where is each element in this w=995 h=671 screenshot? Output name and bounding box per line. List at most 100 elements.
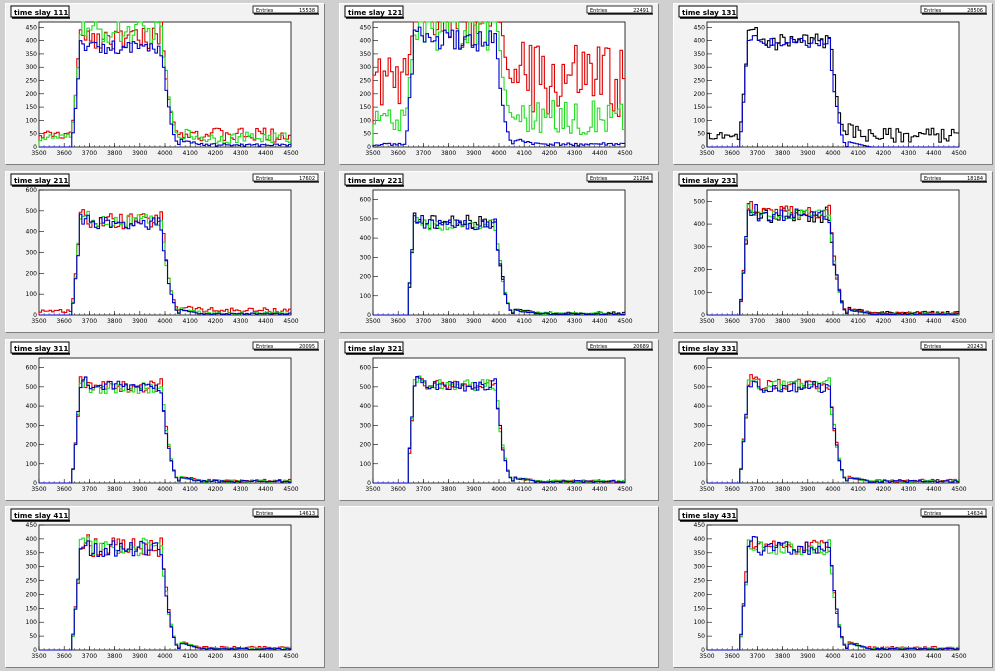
x-tick-label: 4500 [951,653,966,660]
x-tick-label: 3900 [132,486,147,493]
stats-entries: 28506 [967,8,983,14]
x-tick-label: 3600 [725,150,740,157]
x-tick-label: 4300 [567,318,582,325]
x-tick-label: 3900 [132,150,147,157]
x-tick-label: 4400 [592,486,607,493]
stats-entries: 20689 [633,344,649,350]
x-tick-label: 4100 [183,150,198,157]
x-tick-label: 3500 [31,318,46,325]
y-tick-label: 600 [360,365,372,372]
x-tick-label: 4200 [876,150,891,157]
y-tick-label: 400 [26,403,38,410]
stats-box [252,508,319,517]
x-tick-label: 3500 [31,653,46,660]
stats-box [252,341,319,350]
y-tick-label: 100 [694,619,706,626]
y-tick-label: 400 [694,536,706,543]
y-tick-label: 250 [694,78,706,85]
y-tick-label: 400 [694,221,706,228]
histogram-pad-6: time slay 231 Entries 18184 3500 3600 3700 380… [673,171,993,333]
y-tick-label: 150 [360,104,372,111]
histogram-title: time slay 321 [348,344,402,353]
x-tick-label: 4300 [901,486,916,493]
stats-label: Entries [256,511,274,517]
y-tick-label: 0 [33,480,37,487]
x-tick-label: 4000 [825,486,840,493]
y-tick-label: 0 [367,480,371,487]
y-tick-label: 200 [694,442,706,449]
histogram-title: time slay 331 [682,344,736,353]
y-tick-label: 50 [697,633,705,640]
y-tick-label: 150 [26,104,38,111]
histogram-title: time slay 221 [348,176,402,185]
histogram-series-blue [39,40,291,148]
y-tick-label: 600 [694,365,706,372]
title-box [678,508,738,521]
x-tick-label: 4300 [901,653,916,660]
x-tick-label: 4500 [283,318,298,325]
y-tick-label: 400 [26,536,38,543]
x-tick-label: 3700 [750,150,765,157]
x-tick-label: 4200 [208,150,223,157]
x-tick-label: 4500 [283,150,298,157]
y-tick-label: 300 [26,250,38,257]
histogram-pad-8: time slay 321 Entries 20689 3500 3600 3700 380… [339,339,659,501]
x-tick-label: 4400 [258,150,273,157]
x-tick-label: 3700 [82,150,97,157]
x-tick-label: 3900 [800,150,815,157]
x-tick-label: 3800 [107,653,122,660]
y-tick-label: 400 [694,403,706,410]
histogram-pad-5: time slay 221 Entries 21284 3500 3600 3700 380… [339,171,659,333]
x-tick-label: 3800 [107,150,122,157]
x-tick-label: 3600 [725,486,740,493]
histogram-series-blue [39,213,291,316]
y-tick-label: 0 [33,144,37,151]
x-tick-label: 4400 [258,486,273,493]
x-tick-label: 4500 [951,150,966,157]
x-tick-label: 4100 [517,318,532,325]
stats-label: Entries [256,8,274,14]
y-tick-label: 0 [701,312,705,319]
y-tick-label: 300 [694,244,706,251]
x-tick-label: 3600 [391,318,406,325]
histogram-series-blue [39,540,291,651]
histogram-title: time slay 431 [682,511,736,520]
x-tick-label: 4500 [283,486,298,493]
x-tick-label: 4400 [926,150,941,157]
y-tick-label: 50 [29,131,37,138]
histogram-series-red [38,209,291,315]
histogram-title: time slay 311 [14,344,68,353]
x-tick-label: 4000 [825,653,840,660]
histogram-svg: time slay 331 Entries 20243 3500 3600 3700 380… [678,341,987,493]
x-tick-label: 4000 [157,653,172,660]
y-tick-label: 250 [694,578,706,585]
stats-box [252,5,319,14]
y-tick-label: 450 [694,24,706,31]
y-tick-label: 300 [26,64,38,71]
x-tick-label: 3500 [365,318,380,325]
x-tick-label: 3500 [365,150,380,157]
x-tick-label: 3900 [132,318,147,325]
stats-entries: 21284 [633,176,649,182]
histogram-series-blue [372,26,625,147]
x-tick-label: 4200 [208,653,223,660]
y-tick-label: 350 [694,51,706,58]
histogram-title: time slay 231 [682,176,736,185]
y-tick-label: 350 [26,550,38,557]
y-tick-label: 400 [694,38,706,45]
stats-entries: 14613 [299,511,315,517]
y-tick-label: 400 [360,38,372,45]
x-tick-label: 3700 [750,653,765,660]
histogram-svg: time slay 311 Entries 20095 3500 3600 3700 380… [10,341,319,493]
stats-box [920,5,987,14]
title-box [344,341,404,354]
stats-box [920,173,987,182]
x-tick-label: 3800 [775,318,790,325]
histogram-title: time slay 411 [14,511,68,520]
x-tick-label: 3700 [82,318,97,325]
x-tick-label: 4200 [876,486,891,493]
x-tick-label: 4000 [157,150,172,157]
y-tick-label: 350 [694,550,706,557]
y-tick-label: 500 [694,384,706,391]
y-tick-label: 500 [26,208,38,215]
